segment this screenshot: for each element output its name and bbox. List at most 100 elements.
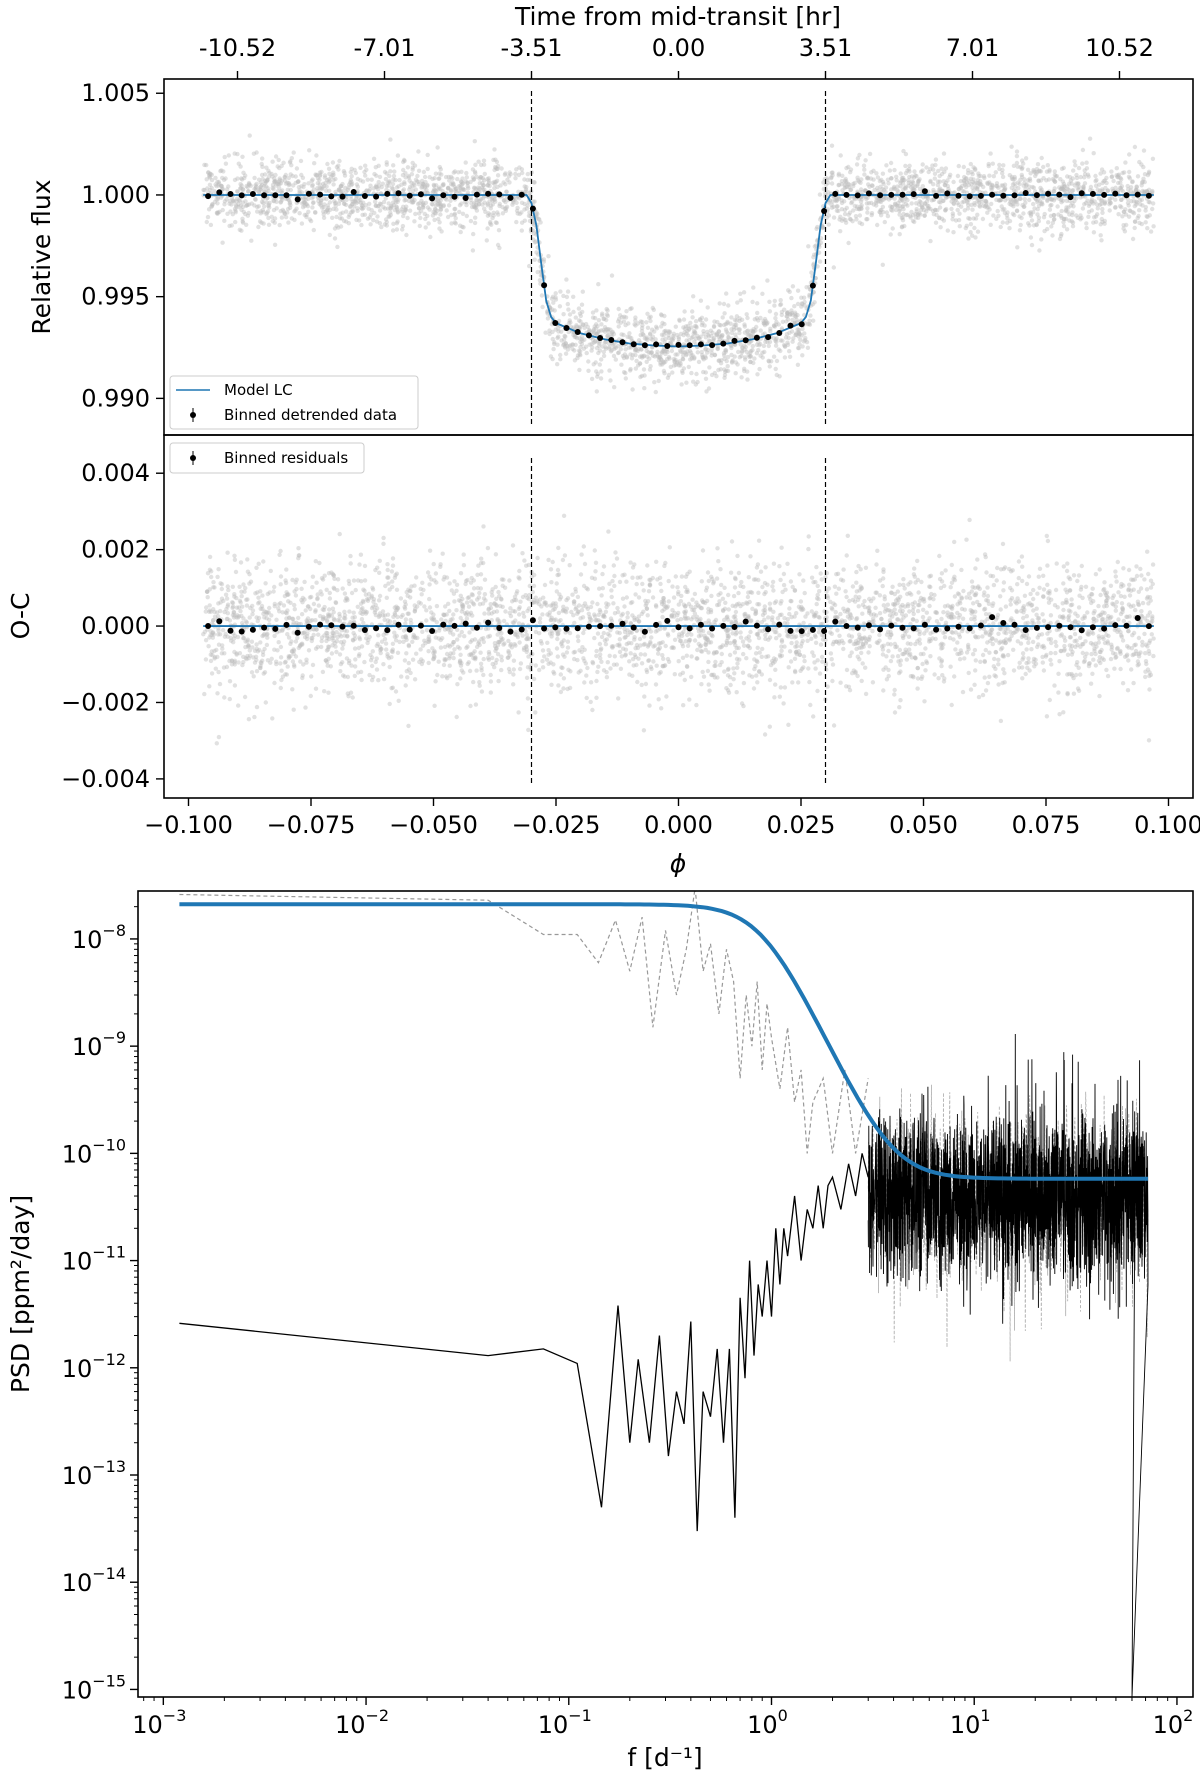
raw-flux-point bbox=[371, 218, 376, 223]
raw-flux-point bbox=[609, 332, 614, 337]
raw-flux-point bbox=[696, 335, 701, 341]
raw-flux-point bbox=[1014, 208, 1020, 213]
raw-residual-point bbox=[207, 554, 213, 560]
raw-flux-point bbox=[422, 190, 428, 195]
raw-flux-point bbox=[658, 362, 663, 367]
raw-residual-point bbox=[216, 567, 221, 572]
raw-flux-point bbox=[489, 222, 494, 227]
raw-residual-point bbox=[812, 660, 817, 665]
raw-flux-point bbox=[859, 190, 864, 195]
raw-residual-point bbox=[239, 594, 244, 599]
raw-residual-point bbox=[223, 592, 229, 597]
legend-model-label: Model LC bbox=[224, 381, 293, 399]
raw-flux-point bbox=[717, 333, 723, 338]
raw-flux-point bbox=[659, 357, 664, 363]
raw-residual-point bbox=[975, 557, 980, 562]
raw-flux-point bbox=[660, 362, 665, 367]
raw-flux-point bbox=[722, 353, 727, 358]
raw-residual-point bbox=[690, 597, 695, 602]
raw-flux-point bbox=[1050, 233, 1055, 238]
raw-flux-point bbox=[593, 331, 599, 336]
raw-flux-point bbox=[695, 333, 700, 339]
raw-flux-point bbox=[762, 349, 767, 355]
raw-flux-point bbox=[492, 197, 497, 202]
raw-flux-point bbox=[795, 345, 801, 351]
raw-residual-point bbox=[943, 568, 948, 573]
raw-flux-point bbox=[394, 197, 399, 203]
raw-flux-point bbox=[1083, 200, 1089, 206]
raw-flux-point bbox=[722, 375, 727, 380]
raw-flux-point bbox=[1134, 184, 1139, 189]
raw-flux-point bbox=[1135, 174, 1141, 179]
raw-flux-point bbox=[1064, 198, 1070, 203]
raw-residual-point bbox=[581, 544, 586, 549]
raw-flux-point bbox=[1105, 188, 1110, 193]
raw-flux-point bbox=[748, 350, 753, 355]
raw-flux-point bbox=[892, 201, 898, 206]
raw-residual-point bbox=[909, 655, 914, 660]
raw-flux-point bbox=[889, 207, 894, 213]
raw-flux-point bbox=[902, 223, 907, 229]
raw-flux-point bbox=[725, 364, 730, 369]
raw-flux-point bbox=[599, 313, 605, 318]
raw-flux-point bbox=[1078, 213, 1083, 218]
raw-flux-point bbox=[706, 338, 712, 343]
raw-flux-point bbox=[703, 354, 708, 359]
raw-flux-point bbox=[253, 197, 258, 202]
raw-flux-point bbox=[607, 346, 612, 351]
raw-flux-point bbox=[229, 202, 234, 207]
raw-flux-point bbox=[901, 148, 906, 154]
raw-flux-point bbox=[301, 197, 307, 202]
raw-flux-point bbox=[497, 201, 502, 207]
raw-flux-point bbox=[338, 224, 344, 229]
raw-flux-point bbox=[368, 222, 373, 227]
raw-flux-point bbox=[701, 331, 706, 337]
raw-flux-point bbox=[350, 201, 355, 207]
raw-flux-point bbox=[758, 315, 763, 321]
raw-flux-point bbox=[591, 328, 596, 333]
raw-flux-point bbox=[1015, 202, 1020, 207]
raw-flux-point bbox=[748, 359, 753, 364]
raw-flux-point bbox=[1017, 214, 1022, 219]
raw-flux-point bbox=[692, 329, 698, 335]
raw-flux-point bbox=[831, 215, 837, 220]
raw-flux-point bbox=[201, 187, 206, 193]
raw-flux-point bbox=[492, 197, 497, 202]
raw-flux-point bbox=[1100, 210, 1105, 215]
raw-residual-point bbox=[376, 633, 381, 638]
raw-flux-point bbox=[448, 189, 454, 194]
raw-flux-point bbox=[314, 153, 319, 158]
raw-flux-point bbox=[1102, 199, 1108, 204]
raw-flux-point bbox=[464, 213, 469, 219]
raw-flux-point bbox=[1144, 214, 1149, 219]
raw-flux-point bbox=[739, 353, 744, 359]
raw-flux-point bbox=[583, 321, 589, 327]
raw-flux-point bbox=[577, 325, 582, 330]
raw-residual-point bbox=[897, 705, 902, 710]
raw-flux-point bbox=[332, 236, 338, 241]
raw-flux-point bbox=[1053, 174, 1059, 179]
binned-flux-point bbox=[473, 191, 480, 198]
raw-flux-point bbox=[576, 348, 582, 353]
raw-flux-point bbox=[793, 314, 798, 319]
raw-residual-point bbox=[1131, 680, 1136, 686]
raw-flux-point bbox=[910, 187, 915, 192]
raw-residual-point bbox=[512, 597, 517, 603]
raw-flux-point bbox=[1150, 156, 1156, 161]
raw-flux-point bbox=[671, 356, 677, 362]
raw-flux-point bbox=[894, 178, 899, 183]
raw-residual-point bbox=[470, 626, 475, 631]
raw-flux-point bbox=[843, 217, 848, 223]
raw-flux-point bbox=[364, 188, 369, 194]
raw-flux-point bbox=[401, 213, 406, 219]
raw-residual-point bbox=[488, 672, 493, 678]
raw-flux-point bbox=[298, 158, 304, 164]
raw-flux-point bbox=[704, 389, 709, 394]
raw-flux-point bbox=[399, 209, 405, 214]
raw-flux-point bbox=[454, 189, 459, 195]
raw-flux-point bbox=[350, 208, 355, 213]
raw-flux-point bbox=[874, 203, 879, 208]
raw-flux-point bbox=[561, 312, 566, 317]
raw-flux-point bbox=[1011, 163, 1017, 168]
raw-flux-point bbox=[665, 375, 671, 380]
